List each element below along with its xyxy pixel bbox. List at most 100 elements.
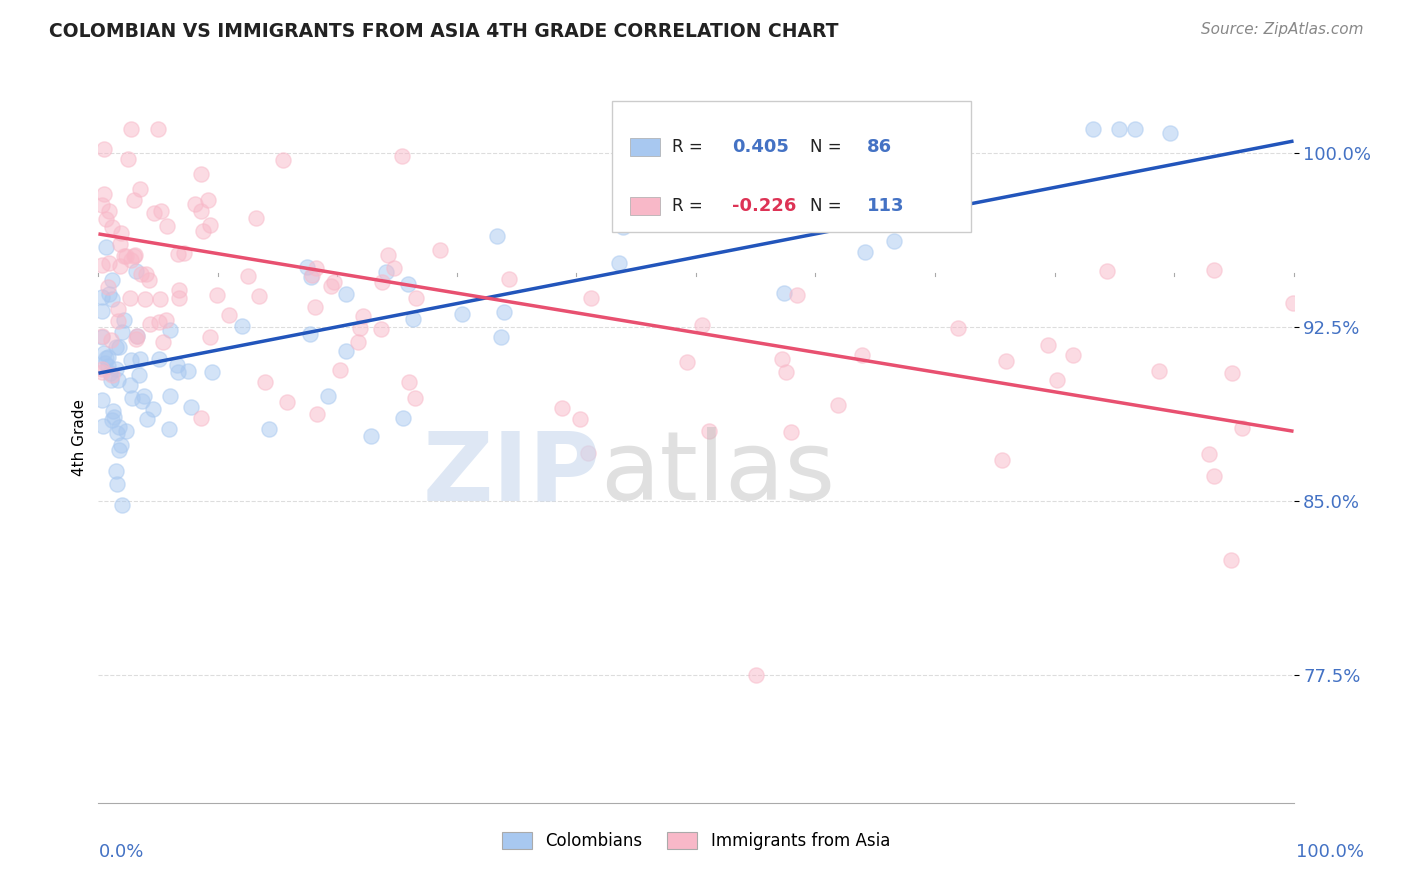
Point	[111, 325, 134, 339]
Point	[676, 355, 699, 369]
Y-axis label: 4th Grade: 4th Grade	[72, 399, 87, 475]
Point	[865, 194, 887, 208]
Point	[451, 307, 474, 321]
Point	[117, 152, 139, 166]
Point	[1230, 421, 1253, 435]
Point	[190, 411, 212, 425]
Legend: Colombians, Immigrants from Asia: Colombians, Immigrants from Asia	[495, 825, 897, 856]
Point	[107, 420, 129, 434]
Point	[401, 312, 423, 326]
Point	[107, 373, 129, 387]
Point	[1081, 122, 1104, 136]
Bar	[630, 197, 661, 215]
Text: R =: R =	[672, 197, 709, 215]
Point	[1219, 553, 1241, 567]
Point	[100, 368, 122, 382]
Point	[404, 391, 426, 405]
Point	[335, 343, 357, 358]
Point	[494, 305, 516, 319]
Point	[132, 389, 155, 403]
Point	[772, 286, 794, 301]
Point	[91, 362, 114, 376]
Point	[198, 219, 221, 233]
Text: ZIP: ZIP	[422, 427, 600, 520]
Point	[352, 309, 374, 323]
Point	[377, 248, 399, 262]
Point	[94, 211, 117, 226]
Point	[128, 351, 150, 366]
Point	[91, 328, 114, 343]
Point	[104, 362, 127, 376]
FancyBboxPatch shape	[613, 101, 972, 232]
Point	[125, 329, 148, 343]
Point	[101, 292, 124, 306]
Point	[121, 391, 143, 405]
Point	[128, 182, 150, 196]
Point	[1062, 348, 1084, 362]
Point	[136, 412, 159, 426]
Point	[295, 260, 318, 274]
Text: 113: 113	[868, 197, 904, 215]
Point	[98, 366, 121, 380]
Point	[138, 273, 160, 287]
Point	[391, 149, 413, 163]
Point	[316, 389, 339, 403]
Text: Source: ZipAtlas.com: Source: ZipAtlas.com	[1201, 22, 1364, 37]
Point	[142, 205, 165, 219]
Point	[169, 283, 191, 297]
Point	[180, 400, 202, 414]
Point	[1036, 338, 1059, 352]
Point	[91, 304, 114, 318]
Point	[911, 122, 934, 136]
Point	[149, 293, 172, 307]
Point	[218, 308, 240, 322]
Point	[97, 286, 120, 301]
Point	[370, 275, 392, 289]
Point	[167, 246, 190, 260]
Point	[101, 273, 124, 287]
Point	[156, 219, 179, 233]
Point	[319, 279, 342, 293]
Point	[612, 220, 634, 235]
Point	[299, 270, 322, 285]
Point	[429, 243, 451, 257]
Point	[105, 464, 128, 478]
Point	[579, 291, 602, 305]
Point	[995, 354, 1018, 368]
Point	[110, 227, 132, 241]
Point	[190, 204, 212, 219]
Point	[247, 289, 270, 303]
Text: N =: N =	[810, 197, 846, 215]
Point	[159, 389, 181, 403]
Point	[786, 288, 808, 302]
Point	[97, 279, 120, 293]
Point	[131, 268, 153, 282]
Text: 0.405: 0.405	[733, 137, 789, 156]
Point	[382, 261, 405, 276]
Text: 100.0%: 100.0%	[1296, 843, 1364, 861]
Point	[298, 326, 321, 341]
Point	[173, 245, 195, 260]
Point	[551, 401, 574, 415]
Point	[190, 167, 212, 181]
Point	[276, 395, 298, 409]
Point	[392, 410, 415, 425]
Point	[125, 329, 148, 343]
Point	[197, 194, 219, 208]
Point	[1220, 367, 1243, 381]
Point	[122, 194, 145, 208]
Point	[498, 272, 520, 286]
Point	[98, 203, 121, 218]
Point	[100, 334, 122, 348]
Point	[100, 373, 122, 387]
Point	[1282, 295, 1305, 310]
Point	[124, 332, 146, 346]
Point	[142, 401, 165, 416]
Point	[120, 122, 142, 136]
Point	[323, 276, 346, 290]
Point	[1159, 126, 1181, 140]
Point	[93, 142, 115, 156]
Bar	[630, 137, 661, 156]
Point	[1198, 446, 1220, 460]
Point	[159, 323, 181, 337]
